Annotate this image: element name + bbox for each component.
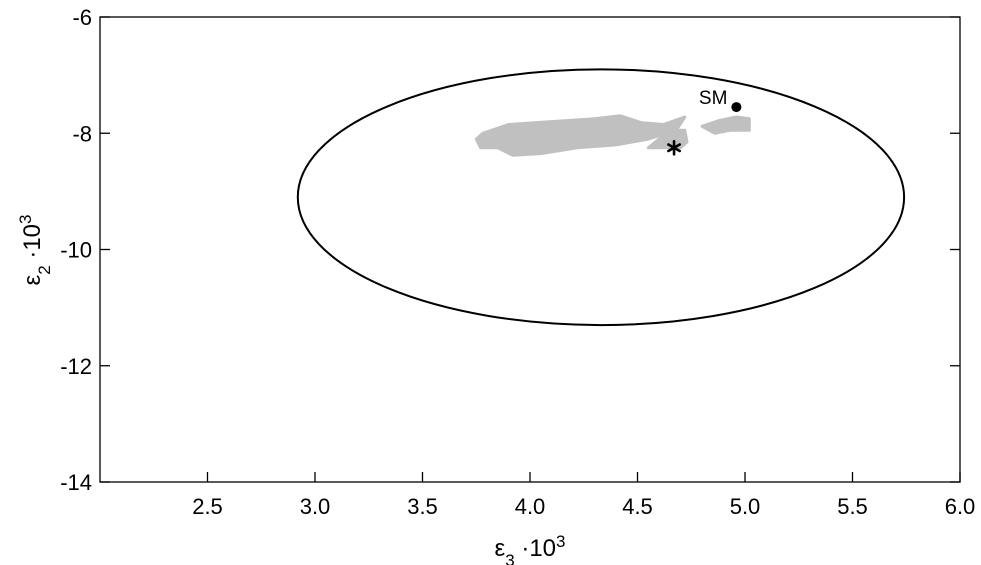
best-fit-star-marker: [667, 139, 682, 156]
x-tick-label: 5.0: [730, 494, 761, 519]
y-axis-label: ε2 ·103: [16, 215, 54, 286]
x-tick-label: 5.5: [837, 494, 868, 519]
confidence-ellipse: [296, 68, 906, 327]
y-tick-label: -14: [60, 470, 92, 495]
sm-point: [731, 102, 742, 113]
shaded-region-2: [646, 128, 689, 150]
y-tick-label: -12: [60, 354, 92, 379]
y-tick-label: -8: [72, 121, 92, 146]
plot-frame: [99, 16, 961, 483]
shaded-regions: [474, 114, 751, 157]
x-axis-label: ε3 ·103: [495, 532, 566, 565]
x-tick-label: 4.5: [622, 494, 653, 519]
x-tick-label: 3.5: [407, 494, 438, 519]
sm-point-label: SM: [699, 88, 728, 109]
ellipse-layer: [296, 68, 906, 327]
y-tick-label: -10: [60, 238, 92, 263]
x-tick-label: 3.0: [300, 494, 331, 519]
shaded-region-1: [474, 114, 687, 157]
shaded-region-3: [700, 115, 751, 135]
y-tick-label: -6: [72, 5, 92, 30]
x-tick-label: 2.5: [192, 494, 223, 519]
x-tick-label: 4.0: [515, 494, 546, 519]
data-points: SM: [667, 88, 742, 156]
axis-ticks: 2.5 3.0 3.5 4.0 4.5 5.0 5.5 6.0 -14 -12 -10 -8 -6: [60, 5, 975, 519]
x-tick-label: 6.0: [945, 494, 976, 519]
